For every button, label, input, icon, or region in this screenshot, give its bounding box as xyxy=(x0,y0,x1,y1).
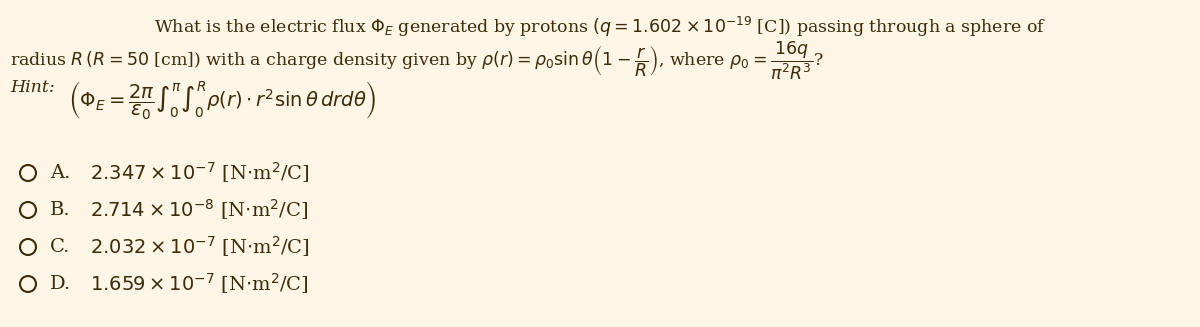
Text: $2.714 \times 10^{-8}$ [N$\cdot$m$^2$/C]: $2.714 \times 10^{-8}$ [N$\cdot$m$^2$/C] xyxy=(90,198,308,222)
Text: C.: C. xyxy=(50,238,71,256)
Text: What is the electric flux $\Phi_E$ generated by protons $(q = 1.602 \times 10^{-: What is the electric flux $\Phi_E$ gener… xyxy=(154,15,1046,39)
Text: $1.659 \times 10^{-7}$ [N$\cdot$m$^2$/C]: $1.659 \times 10^{-7}$ [N$\cdot$m$^2$/C] xyxy=(90,272,308,296)
Text: D.: D. xyxy=(50,275,71,293)
Text: radius $R\,(R = 50$ [cm]) with a charge density given by $\rho(r) = \rho_0 \sin\: radius $R\,(R = 50$ [cm]) with a charge … xyxy=(10,39,824,81)
Text: Hint:: Hint: xyxy=(10,79,55,96)
Text: $2.032 \times 10^{-7}$ [N$\cdot$m$^2$/C]: $2.032 \times 10^{-7}$ [N$\cdot$m$^2$/C] xyxy=(90,234,310,259)
Text: A.: A. xyxy=(50,164,71,182)
Text: B.: B. xyxy=(50,201,71,219)
Text: $2.347 \times 10^{-7}$ [N$\cdot$m$^2$/C]: $2.347 \times 10^{-7}$ [N$\cdot$m$^2$/C] xyxy=(90,161,310,185)
Text: $\left(\Phi_E = \dfrac{2\pi}{\epsilon_0} \int_0^{\pi} \int_0^{R} \rho(r) \cdot r: $\left(\Phi_E = \dfrac{2\pi}{\epsilon_0}… xyxy=(68,79,377,121)
